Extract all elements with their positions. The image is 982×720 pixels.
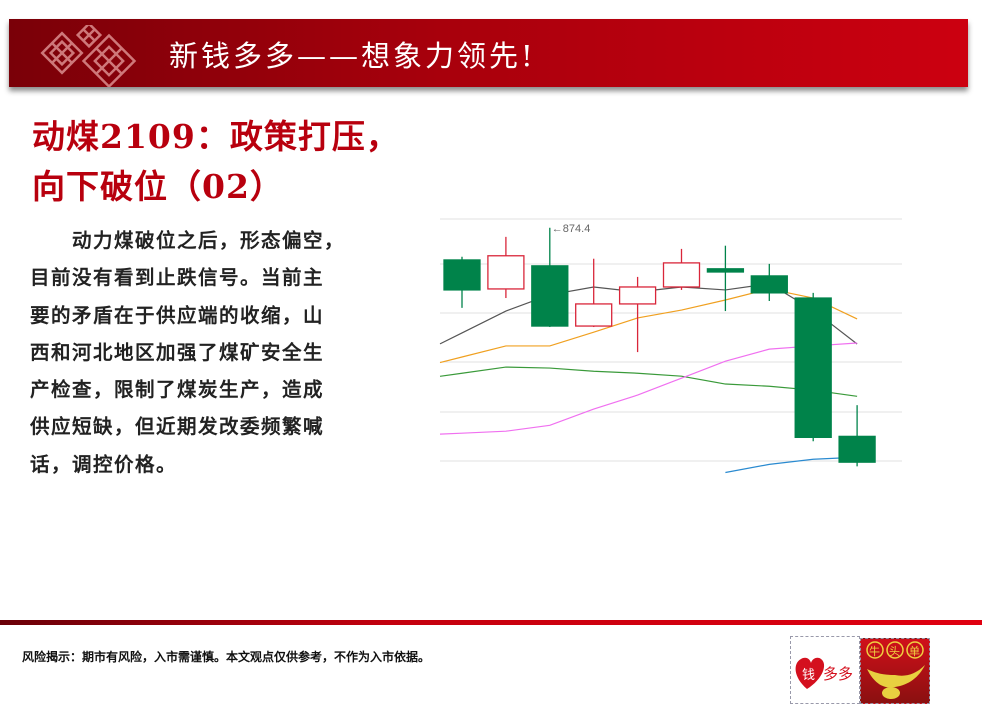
- candle-body: [750, 275, 788, 294]
- header-bar: 新钱多多——想象力领先!: [9, 19, 968, 87]
- candle-body: [662, 262, 701, 288]
- body-line: 要的矛盾在于供应端的收缩，山: [30, 303, 325, 327]
- bull-head-icon: 牛 头 单: [866, 641, 925, 699]
- candle-body: [794, 297, 832, 439]
- risk-notice: 风险揭示：期市有风险，入市需谨慎。本文观点仅供参考，不作为入市依据。: [22, 650, 431, 664]
- moving-average-line: [725, 456, 858, 474]
- svg-text:多多: 多多: [823, 665, 853, 683]
- candle-body: [575, 303, 613, 327]
- body-line: 目前没有看到止跌信号。当前主: [30, 266, 325, 290]
- moving-average-line: [439, 366, 858, 397]
- candle-body: [706, 268, 745, 273]
- candle-body: [487, 255, 525, 290]
- article-title-line-2: 向下破位（02）: [32, 167, 284, 206]
- header-title: 新钱多多——想象力领先!: [169, 39, 536, 73]
- qianduoduo-logo: 钱 多多: [790, 636, 860, 704]
- niutoudan-logo: 牛 头 单: [860, 638, 930, 704]
- body-line: 动力煤破位之后，形态偏空，: [30, 229, 346, 252]
- knot-pattern-logo: [40, 25, 137, 87]
- svg-text:牛: 牛: [869, 644, 880, 658]
- body-line: 供应短缺，但近期发改委频繁喊: [30, 415, 325, 439]
- body-line: 西和河北地区加强了煤矿安全生: [30, 340, 325, 364]
- svg-text:钱: 钱: [802, 668, 815, 683]
- footer-divider: [0, 620, 982, 625]
- svg-text:头: 头: [889, 645, 900, 658]
- high-annotation: ←874.4: [552, 223, 591, 235]
- candle-body: [838, 435, 876, 463]
- body-line: 产检查，限制了煤炭生产，造成: [30, 378, 325, 402]
- article-body: 动力煤破位之后，形态偏空， 目前没有看到止跌信号。当前主 要的矛盾在于供应端的收…: [30, 222, 420, 483]
- heart-icon: 钱 多多: [795, 657, 853, 689]
- svg-text:单: 单: [909, 645, 920, 658]
- body-line: 话，调控价格。: [30, 452, 178, 476]
- candle-body: [443, 259, 481, 291]
- candle-body: [618, 286, 657, 305]
- candle-body: [531, 265, 569, 327]
- moving-average-line: [439, 342, 858, 435]
- article-title-line-1: 动煤2109：政策打压，: [32, 117, 400, 156]
